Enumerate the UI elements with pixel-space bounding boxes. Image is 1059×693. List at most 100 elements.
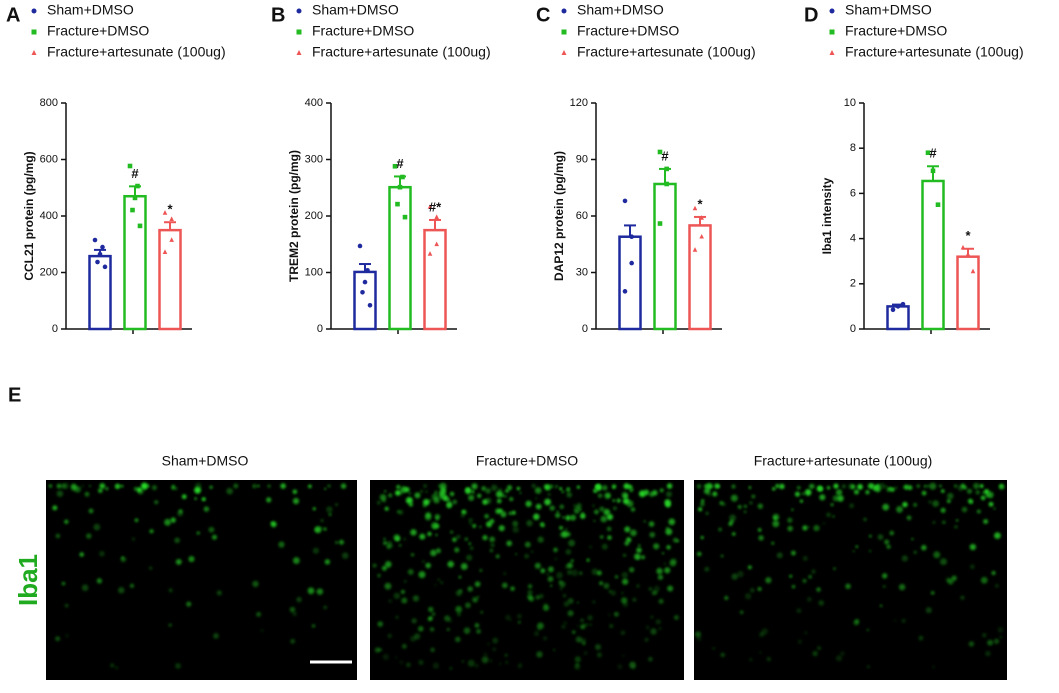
texture [535, 595, 540, 600]
texture [335, 541, 339, 544]
texture [196, 531, 200, 535]
texture [818, 486, 822, 489]
texture [991, 571, 996, 575]
texture [555, 512, 561, 518]
texture [98, 488, 103, 493]
legend-label: Fracture+DMSO [577, 23, 679, 39]
texture [467, 586, 473, 592]
annotation: * [697, 196, 703, 211]
texture [757, 503, 764, 509]
texture [384, 582, 392, 590]
texture [460, 513, 465, 518]
y-axis-label: CCL21 protein (pg/mg) [22, 151, 36, 280]
texture [414, 633, 421, 640]
texture [208, 526, 215, 533]
legend-label: Fracture+DMSO [312, 23, 414, 39]
texture [146, 484, 150, 488]
annotation: #* [429, 199, 442, 214]
texture [985, 650, 991, 657]
texture [487, 642, 490, 646]
texture [540, 568, 546, 574]
texture [802, 555, 808, 562]
legend-label: Fracture+artesunate (100ug) [577, 44, 756, 60]
texture [446, 501, 453, 507]
point [965, 251, 971, 257]
texture [932, 665, 935, 669]
point [395, 201, 400, 207]
texture [696, 484, 702, 489]
texture [549, 505, 555, 511]
texture [794, 491, 801, 497]
texture [993, 507, 996, 510]
texture [666, 545, 671, 550]
texture [826, 486, 831, 490]
texture [957, 484, 964, 492]
texture [314, 526, 322, 534]
texture [799, 499, 803, 503]
texture [559, 586, 563, 591]
texture [576, 601, 579, 604]
texture [694, 631, 702, 638]
texture [461, 509, 466, 514]
y-tick-label: 30 [576, 266, 588, 278]
texture [561, 490, 564, 493]
texture [664, 567, 671, 574]
y-tick-label: 400 [40, 210, 58, 222]
texture [600, 515, 608, 523]
texture [115, 666, 119, 670]
texture [534, 487, 542, 494]
texture [592, 600, 596, 604]
texture [374, 647, 381, 653]
texture [580, 623, 586, 629]
texture [921, 544, 927, 551]
texture [998, 484, 1005, 490]
y-tick-label: 0 [582, 323, 588, 335]
texture [452, 537, 457, 542]
texture [612, 499, 616, 502]
texture [559, 504, 565, 510]
texture [490, 484, 498, 492]
texture [562, 593, 567, 598]
texture [869, 483, 875, 489]
micrograph [370, 480, 684, 680]
texture [568, 539, 576, 547]
texture [649, 531, 656, 538]
bar [653, 182, 677, 331]
texture [340, 483, 347, 489]
texture [594, 644, 602, 651]
texture [940, 558, 947, 566]
texture [589, 545, 592, 549]
texture [940, 507, 946, 513]
texture [696, 636, 702, 642]
texture [531, 550, 534, 553]
texture [765, 577, 772, 584]
legend-label: Fracture+DMSO [47, 23, 149, 39]
point [629, 260, 634, 266]
texture [969, 500, 973, 504]
bar [88, 254, 112, 331]
texture [882, 503, 890, 511]
texture [603, 508, 611, 516]
texture [474, 663, 479, 668]
texture [790, 550, 796, 556]
texture [656, 567, 663, 575]
texture [407, 569, 414, 575]
texture [580, 638, 587, 644]
texture [536, 651, 543, 658]
texture [547, 576, 554, 583]
texture [700, 536, 704, 540]
texture [631, 665, 637, 671]
texture [868, 549, 872, 553]
texture [731, 484, 736, 489]
texture [428, 616, 433, 621]
texture [110, 663, 115, 668]
texture [70, 484, 78, 491]
point [434, 214, 439, 219]
texture [48, 484, 53, 488]
point [657, 221, 663, 226]
texture [388, 493, 393, 498]
texture [574, 656, 581, 663]
annotation: # [661, 148, 669, 163]
texture [405, 497, 413, 504]
y-axis-label: Iba1 intensity [820, 177, 834, 254]
